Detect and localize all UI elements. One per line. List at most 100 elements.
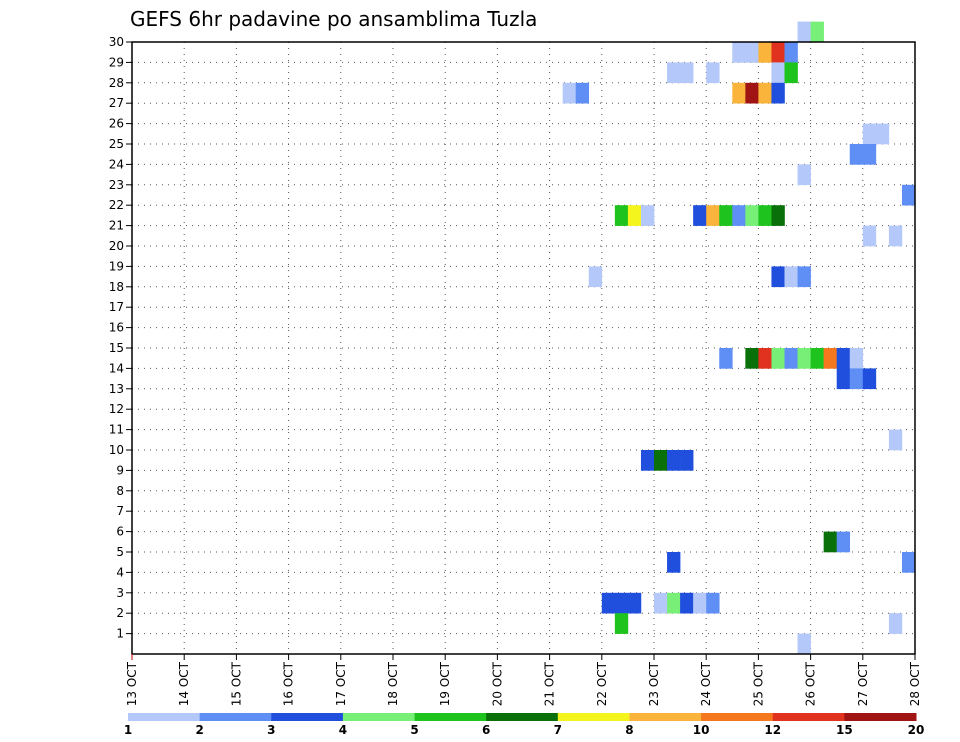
y-tick-label: 26 <box>109 117 124 131</box>
x-tick-label: 25 OCT <box>751 661 765 706</box>
x-tick-label: 14 OCT <box>177 661 191 706</box>
heatmap-cell <box>823 348 837 369</box>
legend-swatch <box>342 713 416 721</box>
x-tick-label: 28 OCT <box>908 661 922 706</box>
legend-label: 15 <box>836 723 853 737</box>
legend-label: 10 <box>693 723 710 737</box>
heatmap-cell <box>784 62 798 84</box>
x-tick-label: 23 OCT <box>647 661 661 706</box>
y-tick-label: 7 <box>116 504 124 518</box>
heatmap-cell <box>745 348 759 369</box>
y-tick-label: 27 <box>109 96 124 110</box>
legend-label: 6 <box>482 723 490 737</box>
heatmap-cell <box>719 205 733 226</box>
x-axis: 13 OCT 14 OCT 15 OCT 16 OCT 17 OCT 18 OCT 19 O… <box>125 654 922 706</box>
heatmap-cell <box>667 552 681 573</box>
y-tick-label: 6 <box>116 525 124 539</box>
y-tick-label: 9 <box>116 463 124 477</box>
color-legend: 1 2 3 4 5 6 7 8 10 12 15 20 <box>124 713 925 737</box>
heatmap-cell <box>745 205 759 226</box>
y-tick-label: 29 <box>109 55 124 69</box>
heatmap-cell <box>627 205 642 226</box>
heatmap-cell <box>562 82 576 104</box>
legend-label: 1 <box>124 723 132 737</box>
x-tick-label: 24 OCT <box>699 661 713 706</box>
y-tick-label: 22 <box>109 198 124 212</box>
y-tick-label: 30 <box>109 35 124 49</box>
heatmap-cell <box>797 21 811 43</box>
heatmap-cell <box>849 144 864 165</box>
heatmap-cell <box>601 592 616 614</box>
heatmap-cell <box>862 144 877 165</box>
y-tick-label: 1 <box>116 627 124 641</box>
y-tick-label: 18 <box>109 280 124 294</box>
heatmap-cell <box>901 184 916 206</box>
y-tick-label: 4 <box>116 565 124 579</box>
heatmap-cell <box>797 164 811 186</box>
heatmap-cell <box>797 633 811 655</box>
heatmap-cell <box>836 531 851 553</box>
y-tick-label: 14 <box>109 361 124 375</box>
heatmap-cell <box>706 205 720 226</box>
heatmap-cell <box>654 592 668 614</box>
legend-swatch <box>271 713 344 721</box>
heatmap-cell <box>823 531 837 553</box>
heatmap-cell <box>732 82 746 104</box>
x-tick-label: 15 OCT <box>229 661 243 706</box>
heatmap-cell <box>732 205 746 226</box>
y-tick-label: 24 <box>109 157 124 171</box>
x-tick-label: 16 OCT <box>282 661 296 706</box>
x-tick-label: 22 OCT <box>595 661 609 706</box>
legend-label: 20 <box>908 723 925 737</box>
legend-label: 8 <box>625 723 633 737</box>
heatmap-cell <box>706 62 720 84</box>
y-axis: 1234567891011121314151617181920212223242… <box>109 35 132 641</box>
x-tick-label: 19 OCT <box>438 661 452 706</box>
heatmap-cell <box>575 82 590 104</box>
heatmap-cell <box>862 368 877 390</box>
heatmap-cell <box>758 42 772 63</box>
y-tick-label: 17 <box>109 300 124 314</box>
x-tick-label: 13 OCT <box>125 661 139 706</box>
y-tick-label: 10 <box>109 443 124 457</box>
x-tick-label: 27 OCT <box>856 661 870 706</box>
y-tick-label: 28 <box>109 76 124 90</box>
legend-swatch <box>772 713 845 721</box>
y-tick-label: 19 <box>109 259 124 273</box>
legend-swatch <box>701 713 774 721</box>
heatmap-cell <box>640 450 655 471</box>
legend-label: 7 <box>554 723 562 737</box>
heatmap-cell <box>745 82 759 104</box>
heatmap-cell <box>849 348 864 369</box>
heatmap-cell <box>810 21 824 43</box>
heatmap-cell <box>680 62 694 84</box>
heatmap-cell <box>667 592 681 614</box>
heatmap-cell <box>888 429 903 451</box>
y-tick-label: 21 <box>109 219 124 233</box>
y-tick-label: 15 <box>109 341 124 355</box>
heatmap-cell <box>862 225 877 247</box>
legend-label: 4 <box>339 723 347 737</box>
legend-swatch <box>557 713 630 721</box>
heatmap-cell <box>849 368 864 390</box>
heatmap-cell <box>784 42 798 63</box>
heatmap-cell <box>888 613 903 634</box>
heatmap-cell <box>771 62 785 84</box>
legend-label: 2 <box>195 723 203 737</box>
legend-swatch <box>128 713 201 721</box>
heatmap-cell <box>693 205 707 226</box>
y-tick-label: 12 <box>109 402 124 416</box>
heatmap-cell <box>706 592 720 614</box>
heatmap-cell <box>771 42 785 63</box>
heatmap-cell <box>732 42 746 63</box>
x-tick-label: 26 OCT <box>804 661 818 706</box>
chart-cells <box>562 21 916 655</box>
heatmap-cell <box>614 613 629 634</box>
heatmap-cell <box>784 266 798 288</box>
heatmap-cell <box>614 205 629 226</box>
heatmap-cell <box>758 348 772 369</box>
heatmap-cell <box>667 450 681 471</box>
y-tick-label: 11 <box>109 423 124 437</box>
heatmap-cell <box>758 82 772 104</box>
